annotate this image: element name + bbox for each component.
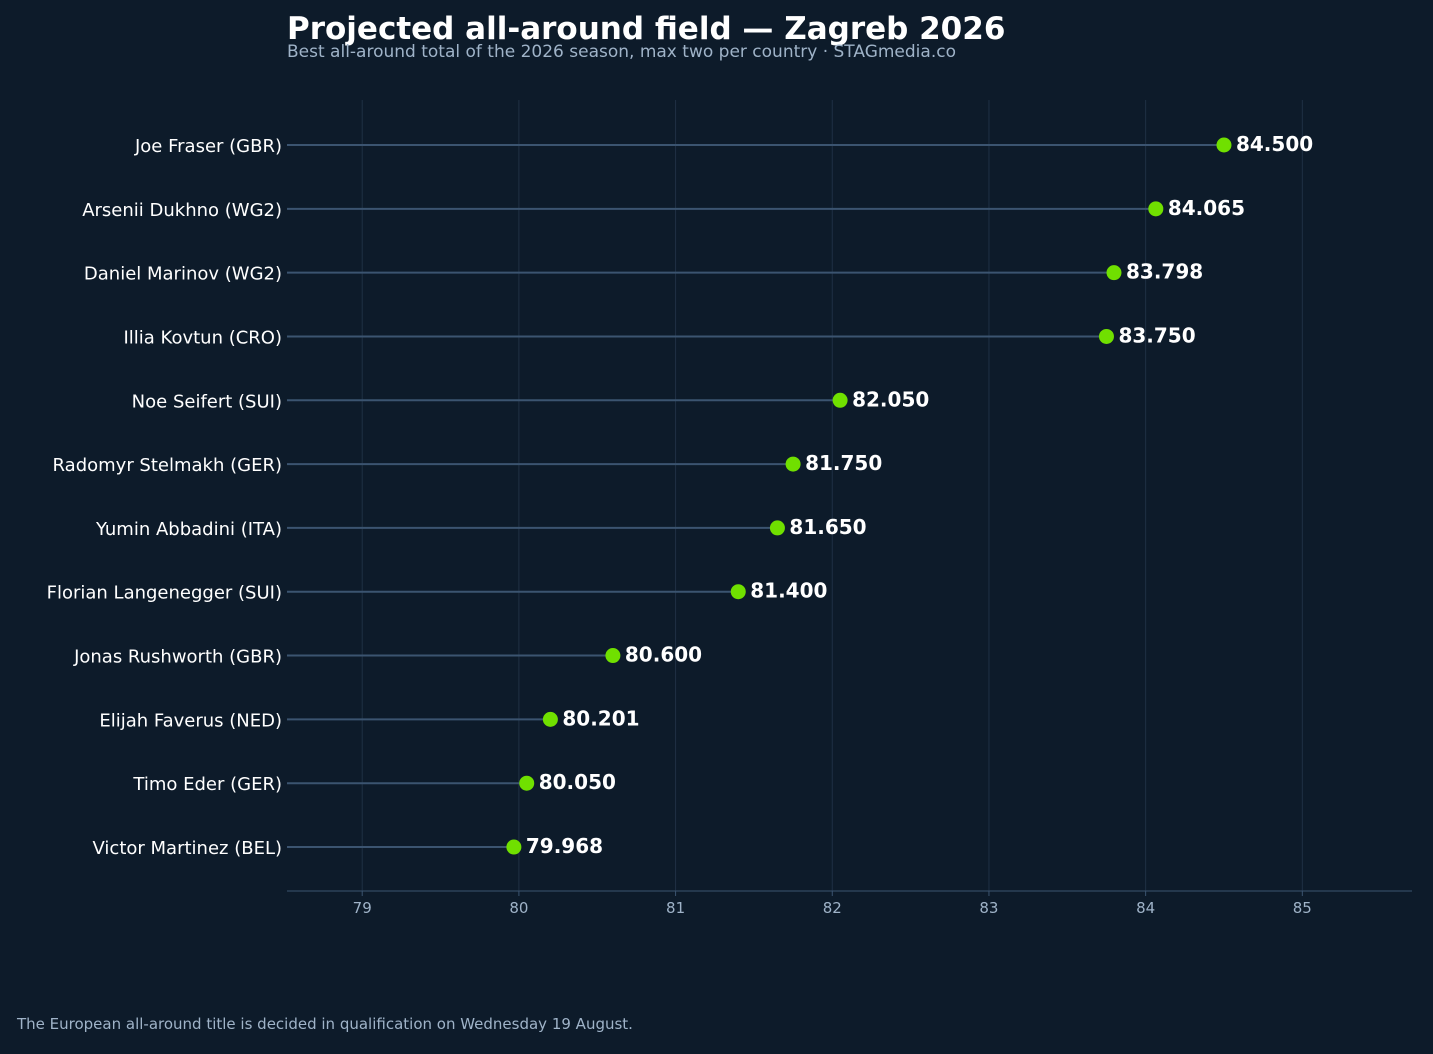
x-axis-ticks: 79 80 81 82 83 84 85	[353, 891, 1312, 917]
athlete-label: Noe Seifert (SUI)	[132, 391, 282, 412]
athlete-label: Florian Langenegger (SUI)	[47, 583, 282, 604]
athlete-label: Illia Kovtun (CRO)	[123, 327, 282, 348]
x-tick-label-82: 82	[823, 899, 842, 917]
markers	[506, 137, 1232, 855]
x-tick-label-85: 85	[1293, 899, 1312, 917]
x-tick-label-81: 81	[666, 899, 685, 917]
value-marker	[1106, 265, 1122, 281]
athlete-label: Jonas Rushworth (GBR)	[73, 647, 282, 668]
value-label: 84.065	[1168, 196, 1245, 220]
value-marker	[542, 711, 558, 727]
value-marker	[605, 648, 621, 664]
value-marker	[769, 520, 785, 536]
value-marker	[1216, 137, 1232, 153]
value-marker	[1148, 201, 1164, 217]
stems	[287, 144, 1224, 849]
value-label: 81.400	[750, 579, 827, 603]
value-labels: 84.500 84.065 83.798 83.750 82.050 81.750 81.6…	[526, 132, 1313, 858]
chart-subtitle: Best all-around total of the 2026 season…	[287, 42, 956, 62]
gridlines	[361, 100, 1303, 891]
value-label: 81.650	[789, 515, 866, 539]
value-marker	[785, 456, 801, 472]
value-marker	[730, 584, 746, 600]
value-label: 83.750	[1118, 323, 1195, 347]
x-tick-label-83: 83	[979, 899, 998, 917]
x-tick-label-79: 79	[353, 899, 372, 917]
athlete-label: Victor Martinez (BEL)	[93, 838, 282, 859]
athlete-label: Elijah Faverus (NED)	[99, 710, 282, 731]
athlete-label: Joe Fraser (GBR)	[134, 136, 282, 157]
value-label: 83.798	[1126, 260, 1203, 284]
value-marker	[519, 775, 535, 791]
value-label: 80.600	[625, 643, 702, 667]
value-label: 82.050	[852, 387, 929, 411]
athlete-labels: Joe Fraser (GBR) Arsenii Dukhno (WG2) Dani…	[47, 136, 282, 859]
value-label: 79.968	[526, 834, 603, 858]
value-label: 80.201	[562, 706, 639, 730]
athlete-label: Arsenii Dukhno (WG2)	[82, 200, 282, 221]
athlete-label: Daniel Marinov (WG2)	[84, 264, 282, 285]
value-marker	[506, 839, 522, 855]
value-label: 81.750	[805, 451, 882, 475]
value-label: 80.050	[539, 770, 616, 794]
value-marker	[1098, 328, 1114, 344]
x-tick-label-80: 80	[509, 899, 528, 917]
value-marker	[832, 392, 848, 408]
value-label: 84.500	[1236, 132, 1313, 156]
chart-footnote: The European all-around title is decided…	[17, 1015, 633, 1033]
chart-title: Projected all-around field — Zagreb 2026	[287, 11, 1006, 47]
athlete-label: Radomyr Stelmakh (GER)	[53, 455, 282, 476]
athlete-label: Yumin Abbadini (ITA)	[95, 519, 282, 540]
x-tick-label-84: 84	[1136, 899, 1155, 917]
athlete-label: Timo Eder (GER)	[132, 774, 282, 795]
